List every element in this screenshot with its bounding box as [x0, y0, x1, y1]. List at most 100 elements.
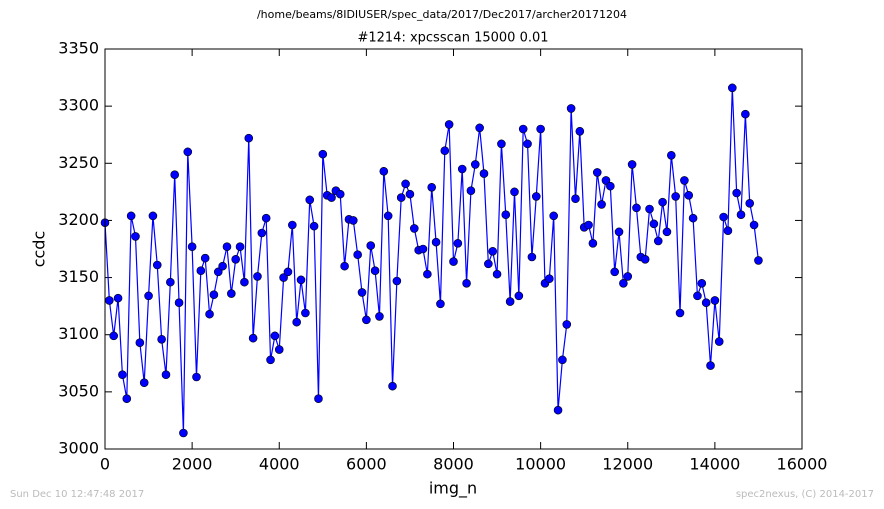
data-point	[218, 261, 227, 271]
data-point	[126, 211, 136, 221]
data-point	[292, 317, 301, 327]
data-point	[614, 227, 624, 237]
data-point	[109, 331, 119, 341]
data-point	[727, 83, 737, 93]
data-point	[174, 298, 184, 308]
data-point	[475, 123, 484, 133]
data-point	[139, 378, 149, 388]
data-point	[606, 181, 615, 191]
data-point	[501, 210, 511, 220]
data-point	[562, 320, 572, 329]
data-point	[619, 278, 628, 288]
data-point	[353, 250, 362, 260]
data-point	[222, 242, 232, 252]
x-tick-label: 8000	[433, 455, 474, 474]
data-point	[488, 246, 498, 256]
data-point	[444, 120, 454, 129]
data-point	[366, 241, 376, 250]
data-point	[701, 298, 711, 308]
data-point	[514, 291, 524, 301]
data-point	[693, 291, 702, 301]
data-point	[314, 394, 323, 404]
data-point	[118, 370, 127, 380]
y-tick-label: 3300	[58, 96, 99, 115]
x-axis-label: img_n	[429, 479, 477, 499]
y-tick-label: 3200	[58, 210, 99, 229]
data-point	[105, 296, 114, 305]
data-point	[466, 186, 476, 196]
data-point	[518, 124, 528, 134]
data-point	[706, 361, 715, 370]
data-point	[523, 139, 532, 149]
data-point	[170, 170, 179, 180]
data-point	[527, 252, 537, 262]
data-point	[205, 309, 214, 319]
data-point	[283, 267, 293, 277]
data-point	[671, 192, 680, 201]
data-point	[479, 169, 489, 178]
data-point	[144, 291, 153, 301]
data-point	[431, 237, 441, 247]
data-point	[645, 204, 654, 214]
data-point	[697, 278, 707, 288]
data-point	[187, 242, 197, 252]
data-point	[279, 273, 288, 282]
data-point	[392, 276, 402, 286]
path-title: /home/beams/8IDIUSER/spec_data/2017/Dec2…	[257, 8, 627, 21]
data-point	[575, 126, 585, 136]
data-point	[327, 193, 336, 202]
data-point	[510, 187, 519, 197]
data-point	[470, 160, 480, 169]
data-point	[401, 179, 410, 189]
data-point	[122, 394, 132, 404]
data-point	[131, 232, 140, 241]
data-point	[253, 272, 262, 281]
footer-left: Sun Dec 10 12:47:48 2017	[10, 489, 144, 500]
data-point	[688, 213, 698, 223]
data-point	[592, 168, 602, 177]
data-point	[549, 211, 558, 221]
data-point	[662, 227, 672, 237]
data-point	[157, 334, 166, 344]
data-point	[536, 124, 545, 134]
y-tick-label: 3150	[58, 267, 99, 286]
data-point	[597, 200, 606, 209]
data-point	[161, 370, 171, 380]
data-point	[588, 238, 598, 248]
data-point	[213, 267, 223, 277]
chart-title: #1214: xpcsscan 15000 0.01	[357, 31, 548, 46]
data-point	[418, 244, 428, 254]
data-point	[719, 212, 728, 222]
data-point	[248, 333, 258, 343]
data-point	[357, 288, 367, 297]
data-point	[457, 164, 467, 174]
y-axis-label: ccdc	[30, 231, 49, 268]
data-point	[375, 312, 384, 321]
data-point	[610, 267, 619, 277]
data-point	[675, 308, 685, 318]
y-tick-label: 3250	[58, 153, 99, 172]
data-point	[274, 345, 284, 354]
data-point	[379, 166, 389, 176]
data-point	[462, 278, 471, 288]
data-point	[240, 277, 249, 287]
data-point	[388, 381, 397, 391]
data-point	[732, 188, 741, 198]
data-point	[623, 272, 633, 281]
x-tick-label: 6000	[346, 455, 387, 474]
data-point	[571, 194, 580, 204]
data-point	[405, 189, 415, 199]
x-tick-label: 0	[100, 455, 110, 474]
data-point	[196, 266, 206, 276]
data-point	[340, 261, 349, 271]
data-point	[749, 220, 759, 230]
data-point	[545, 274, 554, 284]
data-point	[423, 269, 432, 279]
data-point	[383, 211, 393, 221]
data-point	[301, 308, 310, 318]
data-point	[436, 299, 445, 309]
x-tick-label: 4000	[259, 455, 300, 474]
data-point	[209, 290, 219, 300]
data-point	[335, 189, 345, 199]
